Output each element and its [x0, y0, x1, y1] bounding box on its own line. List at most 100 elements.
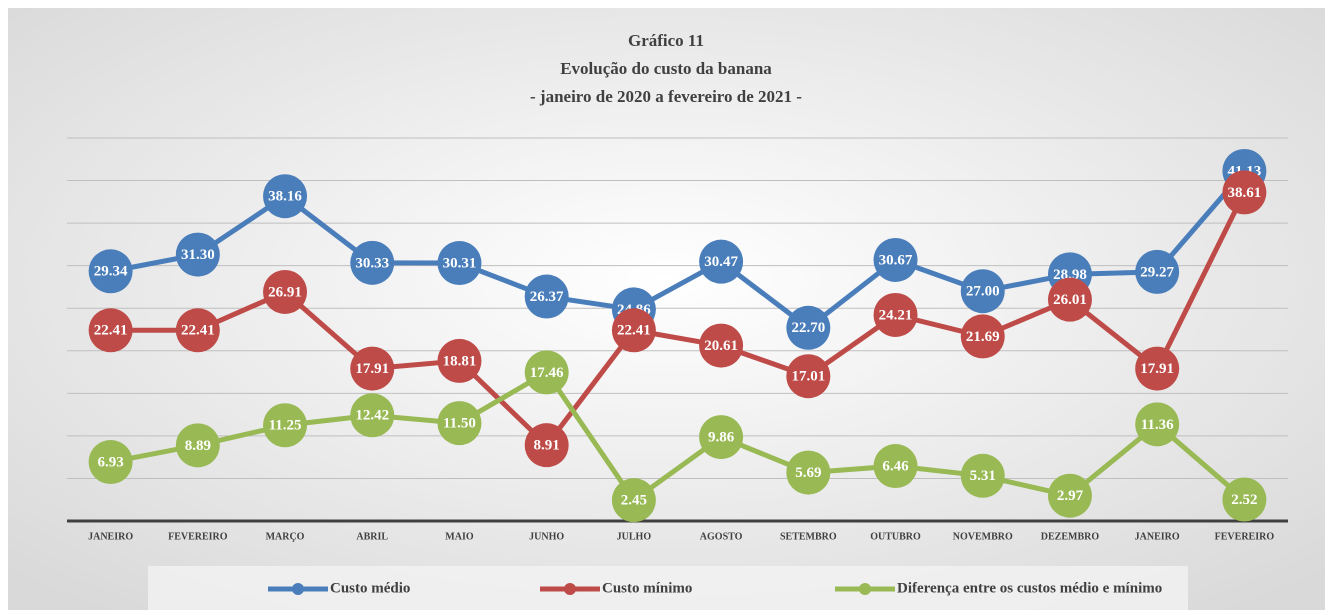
x-tick-label: AGOSTO [700, 531, 743, 542]
data-point [1135, 249, 1180, 294]
data-point [263, 174, 308, 219]
data-label: 8.89 [185, 438, 211, 454]
legend-label: Custo médio [330, 580, 410, 596]
data-label: 17.01 [791, 369, 825, 385]
data-label: 22.41 [617, 323, 651, 339]
data-point [960, 269, 1005, 314]
data-label: 11.25 [269, 418, 302, 434]
data-label: 26.91 [268, 284, 302, 300]
data-label: 28.98 [1053, 267, 1087, 283]
legend-marker [564, 583, 576, 595]
data-label: 2.97 [1057, 488, 1084, 504]
data-point [263, 403, 308, 448]
chart-title: Evolução do custo da banana [560, 59, 772, 78]
x-tick-label: JANEIRO [1135, 531, 1180, 542]
data-label: 18.81 [443, 353, 477, 369]
legend-label: Custo mínimo [602, 580, 692, 596]
data-point [873, 292, 918, 337]
data-point [786, 450, 831, 495]
data-label: 2.45 [621, 493, 647, 509]
data-point [1222, 477, 1267, 522]
data-point [88, 308, 133, 353]
data-point [1135, 346, 1180, 391]
data-point [699, 415, 744, 460]
chart-title: - janeiro de 2020 a fevereiro de 2021 - [530, 87, 802, 106]
legend-marker [859, 583, 871, 595]
data-label: 5.31 [970, 468, 996, 484]
data-label: 30.33 [355, 255, 389, 271]
data-point [960, 314, 1005, 359]
data-label: 21.69 [966, 329, 1000, 345]
data-point [263, 269, 308, 314]
data-label: 22.70 [791, 320, 825, 336]
x-tick-label: FEVEREIRO [1215, 531, 1275, 542]
data-point [88, 249, 133, 294]
data-label: 17.91 [1140, 361, 1174, 377]
data-point [175, 232, 220, 277]
data-point [699, 239, 744, 284]
data-point [611, 308, 656, 353]
x-tick-label: ABRIL [356, 531, 388, 542]
data-point [1047, 473, 1092, 518]
x-tick-label: JANEIRO [88, 531, 133, 542]
data-label: 6.93 [97, 454, 123, 470]
data-point [1222, 170, 1267, 215]
data-point [350, 240, 395, 285]
x-tick-label: JULHO [617, 531, 652, 542]
x-tick-label: JUNHO [529, 531, 564, 542]
data-label: 11.36 [1141, 417, 1174, 433]
x-tick-label: SETEMBRO [780, 531, 837, 542]
data-label: 8.91 [534, 438, 560, 454]
data-label: 17.91 [355, 361, 389, 377]
data-point [350, 346, 395, 391]
data-point [437, 241, 482, 286]
data-point [437, 338, 482, 383]
data-label: 38.16 [268, 189, 302, 205]
data-label: 11.50 [443, 416, 476, 432]
data-point [88, 440, 133, 485]
data-label: 38.61 [1228, 185, 1262, 201]
legend-marker [292, 583, 304, 595]
data-point [786, 354, 831, 399]
data-point [524, 350, 569, 395]
data-point [175, 423, 220, 468]
data-label: 27.00 [966, 284, 1000, 300]
data-label: 24.21 [879, 307, 913, 323]
data-point [786, 305, 831, 350]
data-label: 30.67 [879, 252, 913, 268]
x-tick-label: FEVEREIRO [168, 531, 228, 542]
data-label: 22.41 [94, 323, 128, 339]
data-label: 22.41 [181, 323, 215, 339]
data-point [699, 323, 744, 368]
data-point [873, 444, 918, 489]
data-label: 20.61 [704, 338, 738, 354]
data-label: 29.27 [1140, 264, 1174, 280]
data-point [1047, 277, 1092, 322]
data-label: 31.30 [181, 247, 215, 263]
data-point [437, 401, 482, 446]
data-label: 9.86 [708, 430, 735, 446]
data-label: 26.01 [1053, 292, 1087, 308]
data-point [350, 393, 395, 438]
data-label: 5.69 [795, 465, 821, 481]
data-label: 30.47 [704, 254, 738, 270]
x-tick-label: OUTUBRO [870, 531, 921, 542]
legend-label: Diferença entre os custos médio e mínimo [897, 580, 1162, 596]
data-label: 17.46 [530, 365, 564, 381]
x-tick-label: MARÇO [266, 531, 305, 542]
data-label: 6.46 [882, 458, 909, 474]
x-tick-label: MAIO [445, 531, 474, 542]
data-point [524, 274, 569, 319]
data-point [873, 237, 918, 282]
chart-background [8, 8, 1325, 610]
data-label: 26.37 [530, 289, 564, 305]
data-point [960, 453, 1005, 498]
data-point [175, 308, 220, 353]
data-point [611, 478, 656, 523]
data-point [524, 423, 569, 468]
data-label: 2.52 [1231, 492, 1257, 508]
x-tick-label: NOVEMBRO [953, 531, 1013, 542]
data-label: 12.42 [355, 408, 389, 424]
